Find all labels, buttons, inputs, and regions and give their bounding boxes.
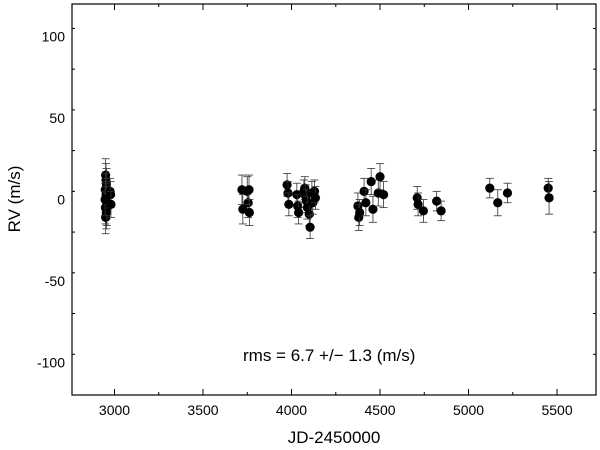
data-point — [502, 188, 513, 198]
x-tick-label: 5000 — [453, 402, 484, 418]
rms-annotation: rms = 6.7 +/− 1.3 (m/s) — [243, 346, 415, 365]
data-point — [418, 206, 428, 216]
data-point — [378, 190, 389, 200]
data-point — [366, 176, 376, 187]
data-point — [543, 183, 553, 193]
axis-ticks — [72, 4, 596, 396]
data-point — [432, 196, 442, 206]
y-axis-title: RV (m/s) — [5, 166, 24, 233]
plot-frame — [71, 3, 597, 396]
data-point — [359, 186, 369, 196]
data-point — [493, 198, 503, 208]
data-point — [243, 198, 253, 208]
data-point — [101, 212, 111, 223]
y-tick-label: 50 — [49, 110, 65, 126]
data-point — [244, 207, 254, 218]
x-tick-label: 3500 — [187, 402, 218, 418]
data-point — [293, 207, 304, 218]
data-point — [355, 207, 365, 218]
data-point — [436, 206, 446, 216]
data-point — [305, 222, 315, 232]
x-tick-label: 4000 — [276, 402, 307, 418]
data-point — [282, 180, 292, 190]
data-point — [310, 193, 321, 203]
data-point — [368, 204, 378, 214]
data-point — [284, 199, 294, 209]
x-tick-label: 3000 — [99, 402, 130, 418]
x-tick-label: 4500 — [364, 402, 395, 418]
data-points — [100, 158, 554, 240]
y-tick-label: 0 — [57, 192, 65, 208]
y-tick-label: -50 — [45, 273, 65, 289]
data-point — [544, 193, 554, 203]
y-tick-label: 100 — [42, 29, 66, 45]
data-point — [413, 199, 423, 209]
data-point — [361, 198, 371, 208]
data-point — [375, 172, 385, 182]
data-point — [106, 199, 116, 209]
data-point — [244, 185, 254, 195]
tick-labels: 3000 3500 4000 4500 5000 5500 -100 -50 0 50 100 — [37, 29, 573, 418]
data-point — [300, 183, 310, 193]
x-axis-title: JD-2450000 — [288, 428, 381, 447]
data-point — [485, 183, 495, 193]
y-tick-label: -100 — [37, 354, 65, 370]
x-tick-label: 5500 — [541, 402, 572, 418]
